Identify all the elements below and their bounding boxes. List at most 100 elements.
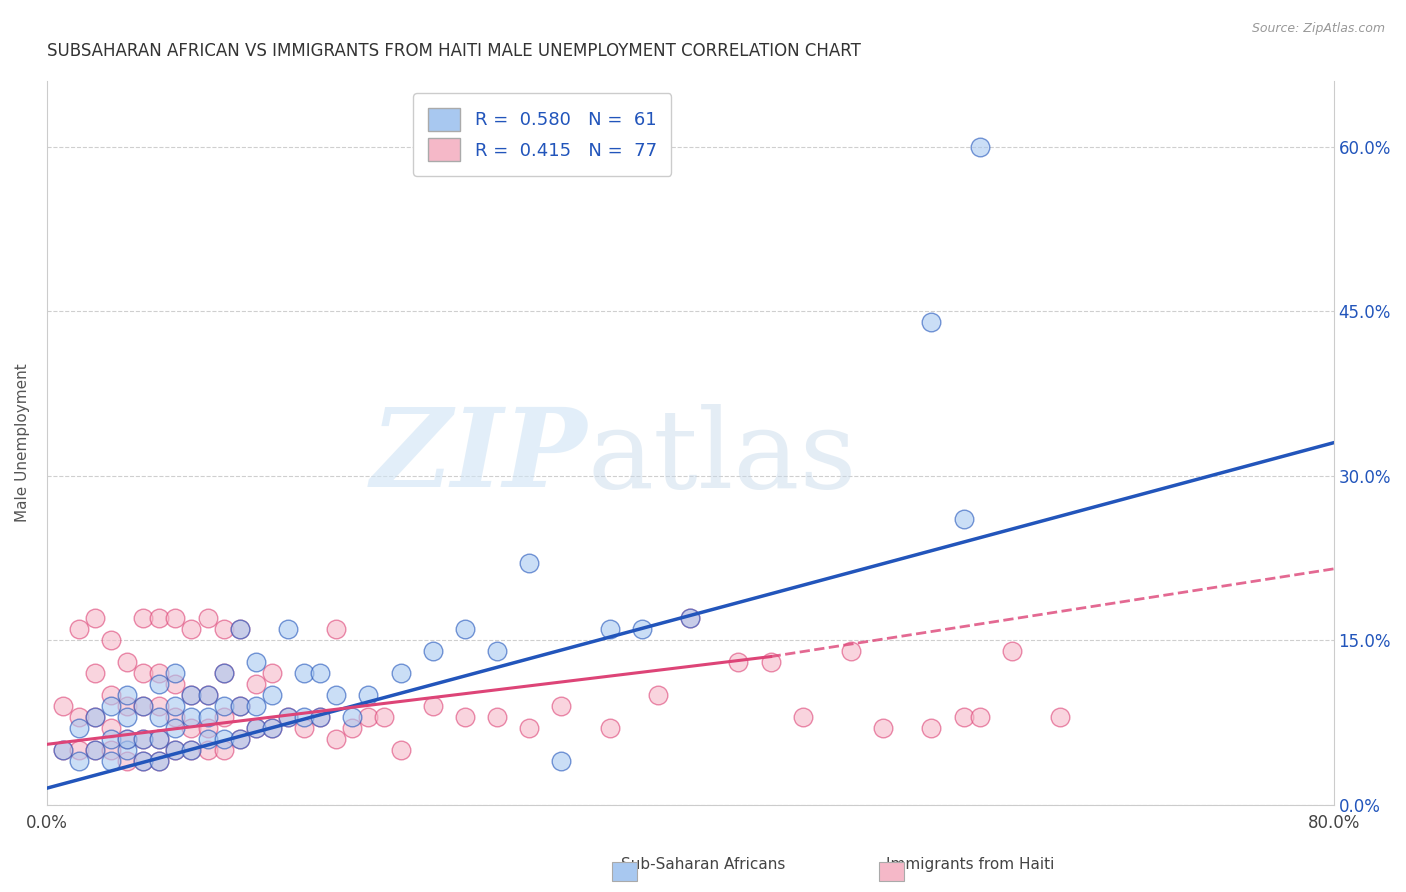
- Point: [245, 677, 267, 691]
- Point: [486, 644, 509, 658]
- Point: [197, 611, 219, 625]
- Point: [292, 710, 315, 724]
- Point: [52, 743, 75, 757]
- Point: [599, 622, 621, 636]
- Text: Sub-Saharan Africans: Sub-Saharan Africans: [621, 857, 785, 872]
- Point: [165, 698, 187, 713]
- Text: SUBSAHARAN AFRICAN VS IMMIGRANTS FROM HAITI MALE UNEMPLOYMENT CORRELATION CHART: SUBSAHARAN AFRICAN VS IMMIGRANTS FROM HA…: [46, 42, 860, 60]
- Point: [165, 743, 187, 757]
- Point: [132, 666, 155, 681]
- Point: [260, 666, 283, 681]
- Point: [920, 315, 942, 329]
- Point: [647, 688, 669, 702]
- Point: [727, 655, 749, 669]
- Point: [245, 655, 267, 669]
- Point: [165, 611, 187, 625]
- Point: [165, 710, 187, 724]
- Point: [197, 731, 219, 746]
- Point: [486, 710, 509, 724]
- Point: [132, 731, 155, 746]
- Point: [67, 754, 90, 768]
- Point: [325, 731, 347, 746]
- Point: [197, 688, 219, 702]
- Point: [309, 710, 332, 724]
- Point: [165, 743, 187, 757]
- Point: [212, 666, 235, 681]
- Point: [52, 743, 75, 757]
- Point: [148, 731, 170, 746]
- Point: [342, 721, 364, 735]
- Point: [212, 731, 235, 746]
- Point: [180, 710, 202, 724]
- Point: [759, 655, 782, 669]
- Point: [292, 721, 315, 735]
- Point: [115, 655, 138, 669]
- Point: [52, 698, 75, 713]
- Point: [115, 710, 138, 724]
- Point: [212, 743, 235, 757]
- Point: [148, 710, 170, 724]
- Point: [260, 721, 283, 735]
- Point: [228, 622, 250, 636]
- Point: [132, 754, 155, 768]
- Point: [260, 721, 283, 735]
- Point: [67, 721, 90, 735]
- Text: ZIP: ZIP: [371, 403, 588, 511]
- Point: [132, 698, 155, 713]
- Point: [228, 698, 250, 713]
- Point: [277, 622, 299, 636]
- Text: Immigrants from Haiti: Immigrants from Haiti: [886, 857, 1054, 872]
- Point: [180, 721, 202, 735]
- Point: [245, 721, 267, 735]
- Point: [292, 666, 315, 681]
- Point: [67, 710, 90, 724]
- Point: [357, 688, 380, 702]
- Point: [550, 698, 572, 713]
- Point: [100, 721, 122, 735]
- Point: [100, 698, 122, 713]
- Point: [180, 688, 202, 702]
- Point: [245, 698, 267, 713]
- Point: [454, 710, 477, 724]
- Point: [357, 710, 380, 724]
- Point: [309, 666, 332, 681]
- Point: [148, 754, 170, 768]
- Point: [517, 721, 540, 735]
- Point: [132, 754, 155, 768]
- Point: [115, 754, 138, 768]
- Y-axis label: Male Unemployment: Male Unemployment: [15, 363, 30, 522]
- Point: [228, 622, 250, 636]
- Point: [148, 677, 170, 691]
- Point: [100, 633, 122, 648]
- Point: [679, 611, 702, 625]
- Point: [132, 731, 155, 746]
- Point: [325, 688, 347, 702]
- Point: [180, 688, 202, 702]
- Point: [920, 721, 942, 735]
- Point: [115, 731, 138, 746]
- Point: [165, 666, 187, 681]
- Point: [67, 622, 90, 636]
- Point: [872, 721, 894, 735]
- Point: [212, 698, 235, 713]
- Point: [517, 557, 540, 571]
- Point: [132, 698, 155, 713]
- Point: [342, 710, 364, 724]
- Point: [245, 721, 267, 735]
- Point: [115, 731, 138, 746]
- Point: [228, 731, 250, 746]
- Point: [148, 666, 170, 681]
- Point: [212, 666, 235, 681]
- Point: [100, 731, 122, 746]
- Point: [325, 622, 347, 636]
- Point: [422, 698, 444, 713]
- Point: [132, 611, 155, 625]
- Point: [148, 611, 170, 625]
- Point: [148, 698, 170, 713]
- Point: [792, 710, 814, 724]
- Point: [165, 677, 187, 691]
- Point: [373, 710, 395, 724]
- Point: [839, 644, 862, 658]
- Point: [277, 710, 299, 724]
- Point: [228, 731, 250, 746]
